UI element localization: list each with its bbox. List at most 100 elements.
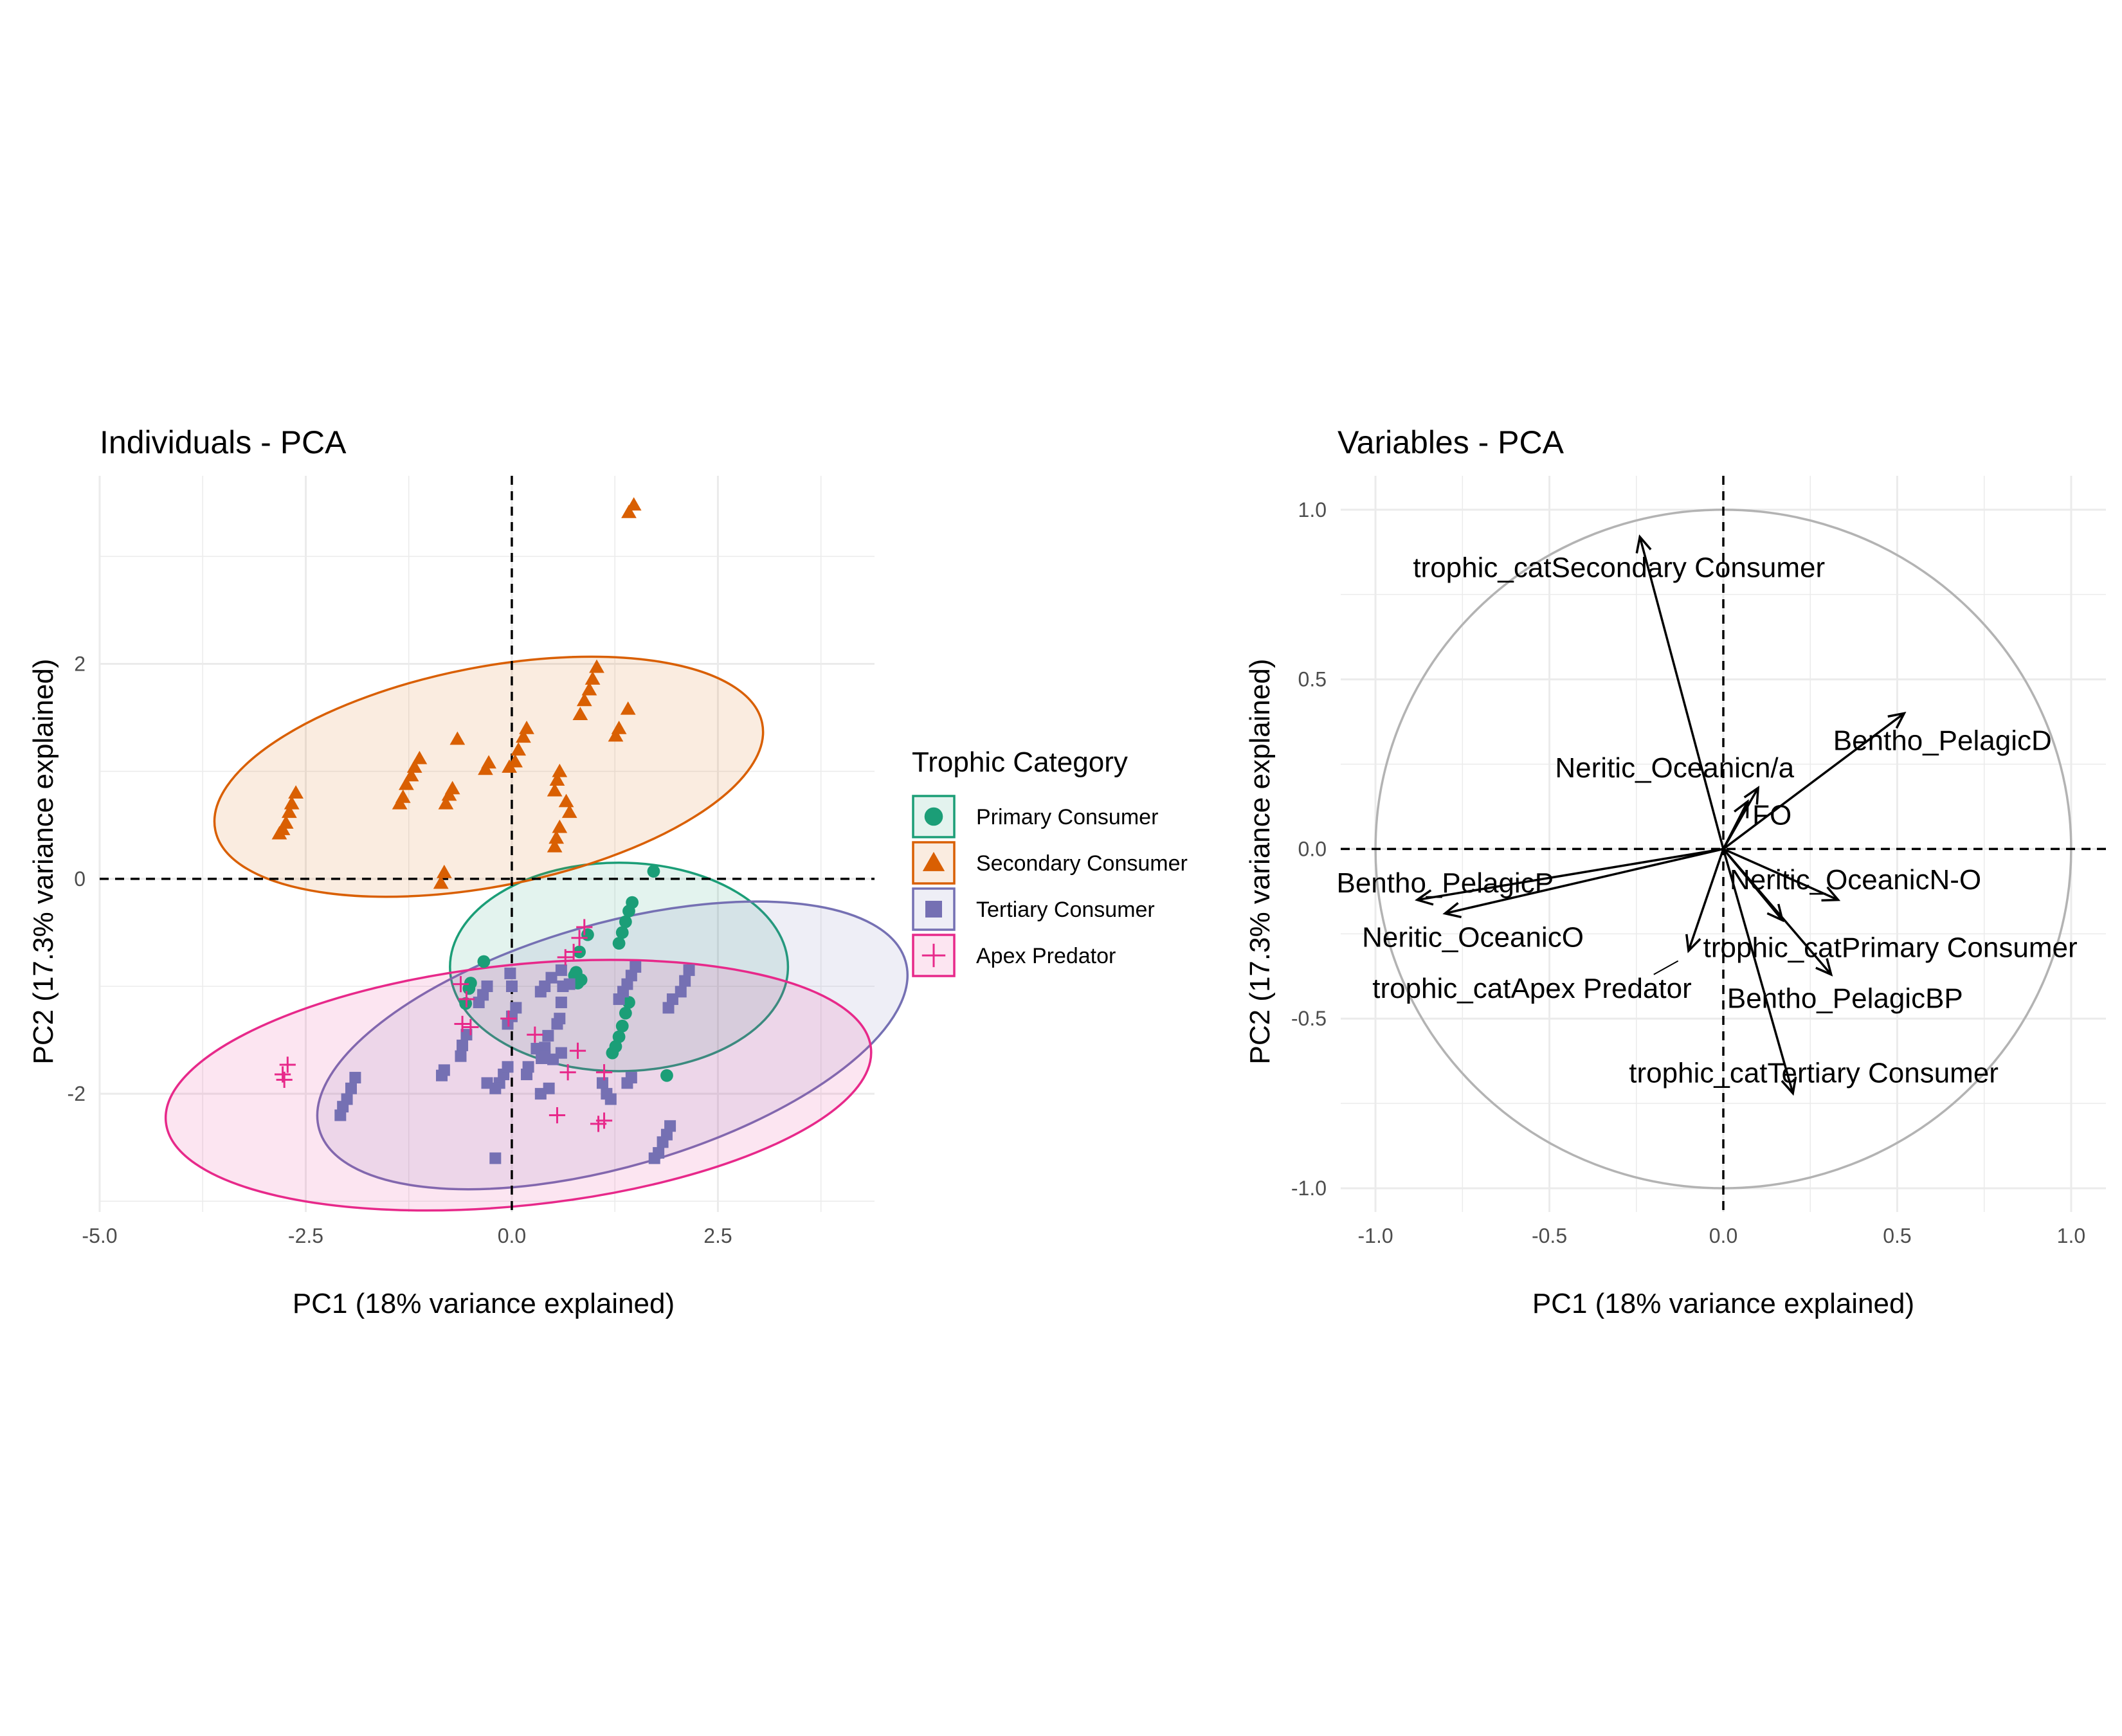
point-apex-predator [279, 1056, 296, 1073]
individuals-panel: Individuals - PCA -5.0 -2.5 0.0 2.5 -2 0 2 PC1… [28, 424, 909, 1319]
individuals-x-axis-title: PC1 (18% variance explained) [293, 1288, 675, 1319]
point-tertiary-consumer [555, 964, 567, 976]
variable-arrows [1415, 534, 1907, 1096]
point-secondary-consumer [572, 707, 588, 720]
point-tertiary-consumer [555, 997, 567, 1009]
arrow-bentho-pelagicp [1415, 847, 1724, 906]
point-primary-consumer [574, 973, 588, 986]
confidence-ellipse-primary-consumer [449, 862, 790, 1072]
point-secondary-consumer [502, 759, 517, 773]
variables-x-tick-label: -0.5 [1532, 1224, 1567, 1247]
point-secondary-consumer [392, 795, 408, 809]
point-secondary-consumer [621, 504, 637, 518]
point-secondary-consumer [281, 804, 297, 818]
point-apex-predator [276, 1071, 293, 1089]
point-tertiary-consumer [542, 1029, 554, 1042]
point-primary-consumer [612, 1030, 626, 1044]
point-secondary-consumer [549, 830, 565, 844]
point-secondary-consumer [620, 701, 636, 715]
individuals-x-tick-label: -2.5 [288, 1224, 323, 1247]
arrow-bentho-pelagicd-shaft [1722, 712, 1905, 850]
point-secondary-consumer [576, 692, 592, 707]
legend-item-apex-predator: Apex Predator [912, 934, 1116, 977]
arrow-neritic-oceanicn-o [1723, 847, 1841, 902]
arrow-bentho-pelagicp-head [1415, 889, 1434, 906]
point-primary-consumer [606, 1046, 619, 1060]
point-secondary-consumer [608, 728, 624, 742]
point-secondary-consumer [271, 826, 287, 840]
point-tertiary-consumer [604, 1093, 617, 1105]
point-tertiary-consumer [555, 1047, 567, 1059]
arrow-trophic-catprimary-consumer-head [1766, 903, 1784, 923]
point-secondary-consumer [516, 729, 531, 743]
legend-item-primary-consumer: Primary Consumer [912, 795, 1158, 838]
point-secondary-consumer [288, 785, 304, 799]
point-tertiary-consumer [349, 1072, 361, 1084]
point-tertiary-consumer [489, 1152, 502, 1164]
variables-x-tick-label: 0.5 [1883, 1224, 1911, 1247]
point-apex-predator [565, 943, 582, 961]
legend-items: Primary Consumer Secondary Consumer Tertia… [912, 795, 1188, 977]
label-trophic-cattertiary-consumer: trophic_catTertiary Consumer [1629, 1058, 1999, 1089]
arrow-neritic-oceanicn-a-head [1743, 785, 1760, 805]
arrow-fo-head [1734, 799, 1749, 818]
point-tertiary-consumer [473, 997, 485, 1009]
legend-title: Trophic Category [912, 746, 1128, 778]
arrow-trophic-catapex-predator-head [1685, 934, 1701, 954]
point-tertiary-consumer [596, 1077, 608, 1089]
legend-marker-secondary-consumer [922, 851, 945, 871]
arrow-bentho-pelagicp-shaft [1417, 847, 1724, 901]
legend-item-tertiary-consumer: Tertiary Consumer [912, 887, 1155, 931]
point-tertiary-consumer [481, 1077, 493, 1089]
apex-predator-label-connector [1653, 960, 1679, 975]
point-primary-consumer [615, 1019, 629, 1033]
point-apex-predator [576, 919, 593, 936]
variables-x-tick-label: 0.0 [1709, 1224, 1737, 1247]
arrow-trophic-catsecondary-consumer [1635, 534, 1725, 849]
variables-x-tick-label: -1.0 [1358, 1224, 1393, 1247]
confidence-ellipse-apex-predator [164, 959, 873, 1212]
point-tertiary-consumer [334, 1109, 347, 1121]
point-tertiary-consumer [613, 993, 625, 1006]
point-tertiary-consumer [657, 1136, 669, 1148]
legend-marker-primary-consumer [924, 807, 943, 826]
legend-label-apex-predator: Apex Predator [976, 944, 1116, 968]
arrow-trophic-catsecondary-consumer-head [1635, 534, 1652, 554]
point-tertiary-consumer [683, 964, 695, 976]
variables-y-tick-label: -0.5 [1291, 1007, 1327, 1030]
point-tertiary-consumer [435, 1069, 448, 1081]
label-fo: FO [1752, 800, 1791, 831]
individuals-y-axis-title: PC2 (17.3% variance explained) [28, 658, 59, 1064]
point-apex-predator [559, 1064, 576, 1081]
label-neritic-oceanicn-o: Neritic_OceanicN-O [1730, 864, 1981, 896]
point-tertiary-consumer [539, 1050, 551, 1062]
arrow-trophic-cattertiary-consumer [1722, 848, 1797, 1096]
variables-x-tick-label: 1.0 [2057, 1224, 2085, 1247]
point-tertiary-consumer [521, 1069, 533, 1081]
point-secondary-consumer [478, 761, 493, 775]
individuals-reference-lines [100, 476, 875, 1212]
point-secondary-consumer [581, 682, 597, 696]
point-secondary-consumer [433, 875, 449, 889]
label-trophic-catprimary-consumer: trophic_catPrimary Consumer [1703, 932, 2078, 963]
point-primary-consumer [660, 1069, 673, 1082]
arrow-bentho-pelagicbp-head [1815, 958, 1833, 977]
point-tertiary-consumer [625, 1072, 637, 1084]
arrow-trophic-cattertiary-consumer-head [1781, 1076, 1797, 1096]
arrow-neritic-oceanicn-o-head [1821, 886, 1841, 902]
point-primary-consumer [619, 1006, 632, 1020]
individuals-y-tick-label: 2 [74, 653, 86, 676]
point-secondary-consumer [284, 795, 300, 809]
individuals-title: Individuals - PCA [100, 424, 347, 460]
arrow-neritic-oceanicn-o-shaft [1723, 847, 1839, 901]
point-primary-consumer [622, 905, 635, 918]
individuals-y-tick-label: -2 [68, 1082, 86, 1105]
point-apex-predator [571, 930, 588, 946]
variables-y-axis-title: PC2 (17.3% variance explained) [1244, 658, 1276, 1064]
arrow-trophic-catsecondary-consumer-shaft [1638, 536, 1725, 849]
variables-x-axis-title: PC1 (18% variance explained) [1532, 1288, 1914, 1319]
point-secondary-consumer [585, 671, 601, 685]
point-primary-consumer [619, 915, 632, 928]
point-apex-predator [527, 1026, 543, 1043]
